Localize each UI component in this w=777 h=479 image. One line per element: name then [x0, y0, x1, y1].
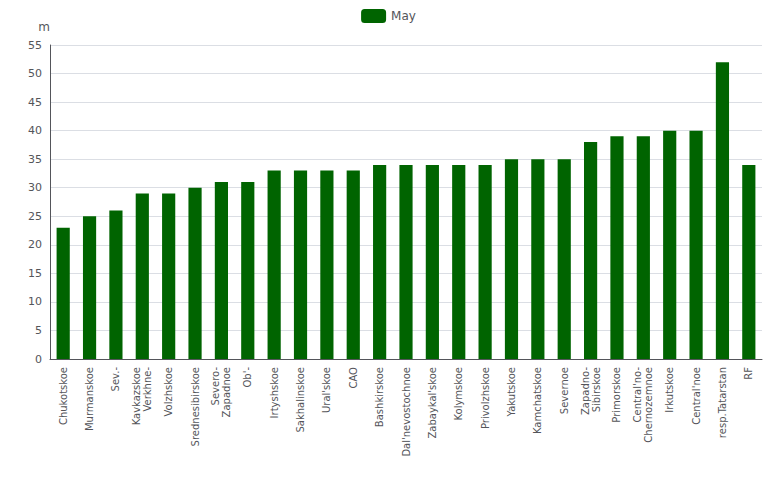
svg-text:5: 5 — [35, 324, 42, 337]
svg-text:Kolymskoe: Kolymskoe — [453, 367, 464, 421]
svg-text:May: May — [391, 9, 416, 23]
svg-text:35: 35 — [28, 153, 42, 166]
svg-text:0: 0 — [35, 353, 42, 366]
svg-text:Volzhskoe: Volzhskoe — [163, 367, 174, 416]
svg-text:10: 10 — [28, 295, 42, 308]
svg-text:Ural'skoe: Ural'skoe — [321, 367, 332, 413]
svg-text:25: 25 — [28, 210, 42, 223]
svg-text:Chernozemnoe: Chernozemnoe — [643, 367, 654, 443]
svg-text:Kamchatskoe: Kamchatskoe — [532, 367, 543, 434]
svg-text:resp.Tatarstan: resp.Tatarstan — [717, 367, 728, 438]
svg-text:Sibirskoe: Sibirskoe — [591, 367, 602, 412]
svg-text:Zapadnoe: Zapadnoe — [221, 367, 232, 417]
svg-text:Privolzhskoe: Privolzhskoe — [480, 367, 491, 429]
svg-text:Murmanskoe: Murmanskoe — [84, 367, 95, 431]
svg-text:RF: RF — [743, 367, 754, 380]
svg-text:Central'noe: Central'noe — [691, 367, 702, 425]
svg-text:15: 15 — [28, 267, 42, 280]
svg-text:50: 50 — [28, 67, 42, 80]
svg-text:Verkhne-: Verkhne- — [142, 367, 153, 412]
svg-text:Central'no-: Central'no- — [632, 367, 643, 423]
svg-text:Severnoe: Severnoe — [559, 367, 570, 414]
svg-text:Severo-: Severo- — [210, 367, 221, 406]
svg-text:Chukotskoe: Chukotskoe — [58, 367, 69, 425]
svg-text:55: 55 — [28, 39, 42, 52]
svg-text:Zapadno-: Zapadno- — [580, 367, 591, 415]
svg-text:Zabaykal'skoe: Zabaykal'skoe — [427, 367, 438, 439]
svg-text:40: 40 — [28, 124, 42, 137]
svg-text:Irtyshskoe: Irtyshskoe — [269, 367, 280, 418]
svg-text:Bashkirskoe: Bashkirskoe — [374, 367, 385, 427]
svg-text:CAO: CAO — [348, 367, 359, 389]
svg-text:Srednesibirskoe: Srednesibirskoe — [190, 367, 201, 446]
svg-text:30: 30 — [28, 181, 42, 194]
svg-text:Sakhalinskoe: Sakhalinskoe — [295, 367, 306, 433]
svg-text:Primorskoe: Primorskoe — [611, 367, 622, 423]
svg-text:45: 45 — [28, 96, 42, 109]
svg-text:Irkutskoe: Irkutskoe — [664, 367, 675, 413]
svg-text:Kavkazskoe: Kavkazskoe — [131, 367, 142, 425]
svg-text:Dal'nevostochnoe: Dal'nevostochnoe — [401, 367, 412, 457]
svg-text:m: m — [38, 20, 50, 34]
svg-text:20: 20 — [28, 238, 42, 251]
svg-text:Sev.-: Sev.- — [110, 367, 121, 392]
svg-text:Ob'-: Ob'- — [242, 367, 253, 388]
svg-text:Yakutskoe: Yakutskoe — [506, 367, 517, 418]
